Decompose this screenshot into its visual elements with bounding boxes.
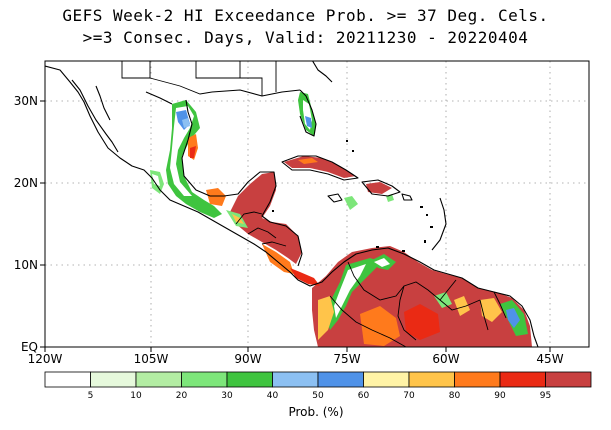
lat-labels: 30N 20N 10N EQ: [14, 94, 38, 354]
map-frame: [44, 60, 590, 348]
lon-label-45w: 45W: [536, 352, 563, 366]
coastlines: [45, 61, 539, 347]
lon-label-60w: 60W: [432, 352, 459, 366]
prob-fill-central-america: [226, 172, 320, 286]
lat-label-20n: 20N: [14, 176, 38, 190]
colorbar-tick-label: 30: [221, 391, 233, 401]
colorbar-tick-label: 90: [494, 391, 506, 401]
colorbar-swatch: [363, 371, 410, 388]
colorbar-tick-label: 50: [312, 391, 324, 401]
prob-fill-caribbean: [284, 92, 394, 210]
colorbar-swatch: [135, 371, 182, 388]
colorbar-swatch: [317, 371, 364, 388]
islands: [272, 140, 433, 252]
colorbar-tick-label: 70: [403, 391, 415, 401]
colorbar-swatch: [44, 371, 91, 388]
colorbar-swatch: [181, 371, 228, 388]
lon-labels: 120W 105W 90W 75W 60W 45W: [28, 352, 564, 366]
colorbar-swatch: [226, 371, 273, 388]
lon-label-105w: 105W: [134, 352, 169, 366]
colorbar-swatch: [272, 371, 319, 388]
lat-label-30n: 30N: [14, 94, 38, 108]
colorbar-tick-label: 40: [267, 391, 279, 401]
colorbar-tick-label: 10: [130, 391, 142, 401]
lon-label-90w: 90W: [234, 352, 261, 366]
colorbar: [44, 371, 592, 388]
borders: [121, 61, 507, 347]
colorbar-tick-label: 5: [88, 391, 94, 401]
colorbar-label: Prob. (%): [288, 405, 343, 419]
prob-fill-mexico: [150, 100, 226, 218]
colorbar-swatch: [90, 371, 137, 388]
colorbar-tick-label: 20: [176, 391, 188, 401]
colorbar-tick-label: 95: [540, 391, 551, 401]
map-title-line1: GEFS Week-2 HI Exceedance Prob. >= 37 De…: [62, 6, 549, 25]
lat-label-eq: EQ: [21, 340, 38, 354]
colorbar-swatch: [408, 371, 455, 388]
lat-label-10n: 10N: [14, 258, 38, 272]
colorbar-tick-labels: 5 10 20 30 40 50 60 70 80 90 95: [88, 391, 552, 401]
lon-label-120w: 120W: [28, 352, 63, 366]
colorbar-tick-label: 60: [358, 391, 370, 401]
colorbar-swatch: [499, 371, 546, 388]
prob-fill-south-america: [312, 246, 532, 347]
axis-ticks: [40, 100, 551, 352]
map-plot-area: [45, 61, 589, 347]
colorbar-swatch: [454, 371, 501, 388]
colorbar-swatch: [545, 371, 592, 388]
lon-label-75w: 75W: [333, 352, 360, 366]
colorbar-tick-label: 80: [449, 391, 461, 401]
map-title-line2: >=3 Consec. Days, Valid: 20211230 - 2022…: [82, 28, 529, 47]
